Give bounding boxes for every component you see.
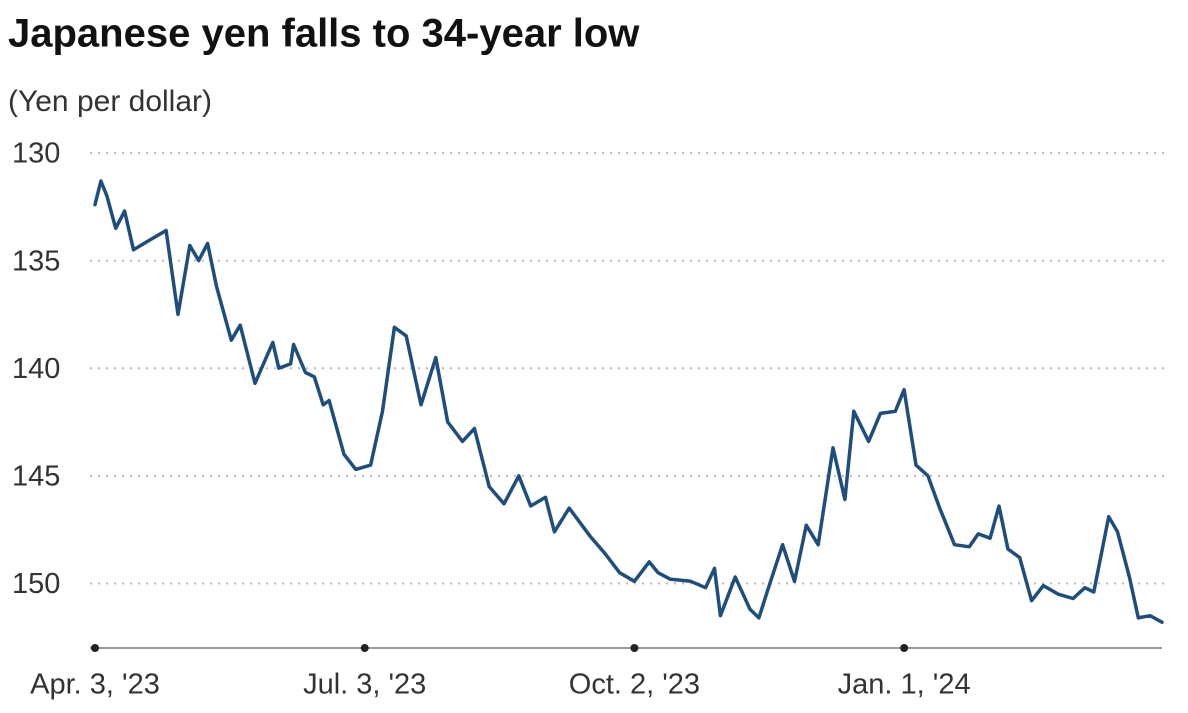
y-tick-label: 130 bbox=[12, 138, 60, 170]
chart-subtitle: (Yen per dollar) bbox=[8, 85, 212, 118]
x-tick-label: Jul. 3, '23 bbox=[303, 669, 426, 701]
x-tick-label: Jan. 1, '24 bbox=[838, 669, 971, 701]
data-line bbox=[93, 179, 1164, 624]
x-tick-label: Apr. 3, '23 bbox=[30, 669, 160, 701]
y-tick-label: 135 bbox=[12, 245, 60, 277]
y-tick-label: 145 bbox=[12, 460, 60, 492]
y-tick-label: 140 bbox=[12, 353, 60, 385]
x-tick bbox=[360, 644, 369, 652]
chart-title: Japanese yen falls to 34-year low bbox=[8, 12, 640, 56]
x-tick-label: Oct. 2, '23 bbox=[569, 669, 700, 701]
x-tick bbox=[630, 644, 639, 652]
y-tick-label: 150 bbox=[12, 568, 60, 600]
x-tick bbox=[91, 644, 99, 652]
x-tick bbox=[900, 644, 909, 652]
